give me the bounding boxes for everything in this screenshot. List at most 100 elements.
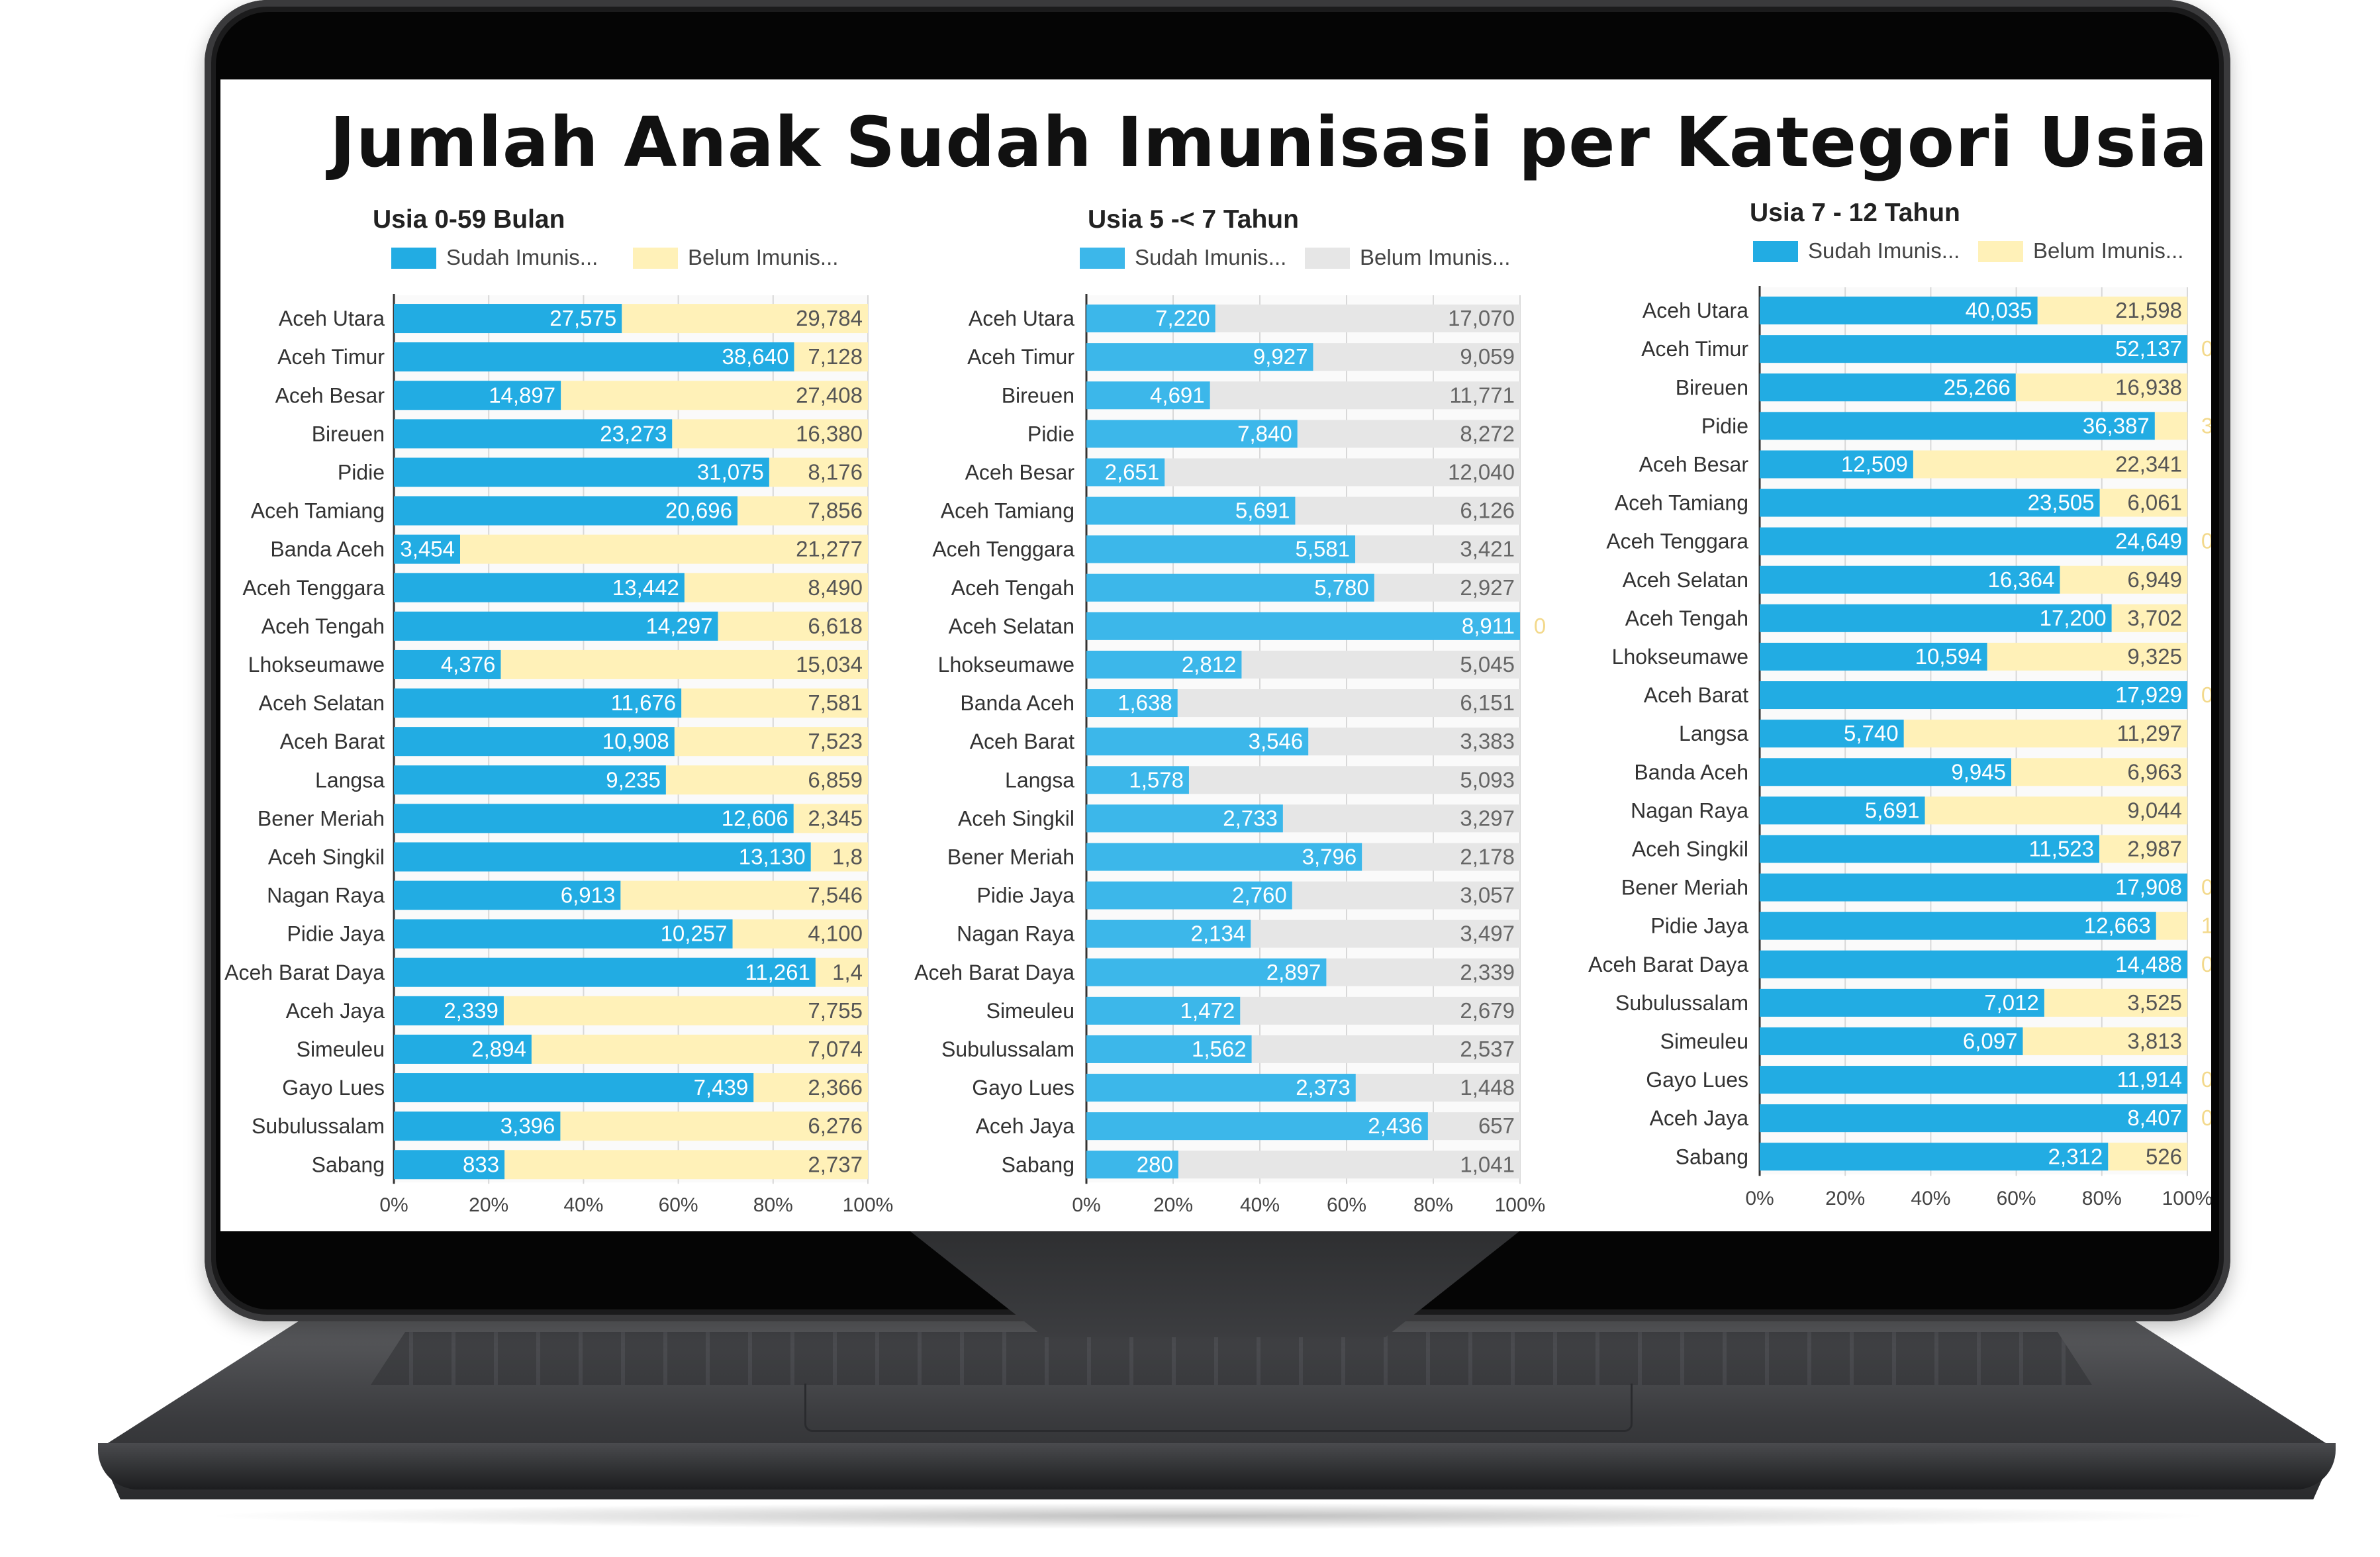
bar-belum bbox=[1308, 728, 1520, 756]
value-label-sudah: 2,760 bbox=[1232, 883, 1287, 908]
value-label-sudah: 12,663 bbox=[2084, 914, 2151, 938]
value-label-sudah: 7,012 bbox=[1984, 990, 2039, 1015]
chart-subtitle: Usia 0-59 Bulan bbox=[373, 205, 565, 234]
value-label-belum: 6,618 bbox=[808, 614, 863, 638]
value-label-sudah: 17,908 bbox=[2115, 875, 2182, 900]
category-label: Bener Meriah bbox=[258, 806, 385, 830]
value-label-sudah: 2,339 bbox=[444, 998, 499, 1023]
bar-sudah bbox=[1760, 335, 2187, 363]
value-label-belum: 7,856 bbox=[808, 498, 863, 523]
bar-belum bbox=[684, 573, 868, 602]
bar-belum bbox=[1362, 843, 1520, 871]
bar-belum bbox=[2099, 489, 2187, 517]
bar-belum bbox=[1295, 496, 1520, 525]
bar-belum bbox=[620, 880, 868, 910]
bar-sudah bbox=[394, 457, 769, 487]
laptop-keyboard bbox=[371, 1332, 2092, 1385]
value-label-belum: 1 bbox=[2201, 914, 2211, 938]
bar-sudah bbox=[1760, 1027, 2023, 1055]
bar-sudah bbox=[394, 381, 561, 410]
category-label: Aceh Singkil bbox=[1632, 837, 1748, 861]
x-tick-label: 80% bbox=[1413, 1194, 1453, 1216]
value-label-sudah: 2,134 bbox=[1191, 921, 1246, 946]
bar-sudah bbox=[1086, 766, 1189, 794]
value-label-belum: 3 bbox=[2201, 413, 2211, 438]
category-label: Aceh Timur bbox=[1641, 337, 1748, 361]
category-label: Aceh Tamiang bbox=[251, 499, 385, 523]
category-label: Aceh Selatan bbox=[949, 614, 1074, 638]
bar-sudah bbox=[1760, 1143, 2109, 1171]
value-label-belum: 16,380 bbox=[796, 421, 863, 446]
category-label: Simeuleu bbox=[297, 1037, 385, 1061]
bar-sudah bbox=[394, 1150, 505, 1180]
value-label-belum: 0 bbox=[2201, 529, 2211, 553]
bar-belum bbox=[1165, 458, 1520, 487]
value-label-belum: 1,4 bbox=[832, 960, 863, 984]
category-label: Aceh Tamiang bbox=[1615, 491, 1748, 515]
x-tick-label: 60% bbox=[1997, 1188, 2036, 1209]
bar-sudah bbox=[1760, 758, 2011, 786]
bar-belum bbox=[2099, 835, 2187, 863]
value-label-sudah: 5,581 bbox=[1295, 537, 1350, 561]
bar-belum bbox=[769, 457, 868, 487]
bar-belum bbox=[753, 1073, 868, 1103]
value-label-sudah: 4,691 bbox=[1150, 383, 1205, 407]
bar-sudah bbox=[394, 611, 718, 641]
x-tick-label: 0% bbox=[379, 1194, 408, 1216]
x-tick-label: 20% bbox=[1825, 1188, 1865, 1209]
x-tick-label: 20% bbox=[1153, 1194, 1193, 1216]
category-label: Bener Meriah bbox=[947, 845, 1074, 869]
stacked-bar-charts: 0% 20% 40% 60% 80% 100%Aceh Utara 27,575 29,784… bbox=[224, 286, 2211, 1216]
category-label: Banda Aceh bbox=[1634, 760, 1748, 784]
value-label-belum: 16,938 bbox=[2115, 375, 2182, 399]
category-label: Aceh Singkil bbox=[958, 806, 1074, 830]
chart-group-2: 0% 20% 40% 60% 80% 100% Aceh Utara 40,035 21,598… bbox=[1588, 286, 2211, 1209]
value-label-belum: 11,771 bbox=[1450, 383, 1515, 407]
bar-sudah bbox=[1760, 642, 1987, 671]
value-label-belum: 2,737 bbox=[808, 1152, 863, 1176]
value-label-belum: 1,041 bbox=[1460, 1152, 1515, 1176]
bar-sudah bbox=[394, 534, 460, 564]
bar-belum bbox=[1297, 420, 1520, 448]
category-label: Simeuleu bbox=[986, 999, 1074, 1023]
bar-belum bbox=[681, 688, 868, 718]
bar-sudah bbox=[1760, 489, 2100, 517]
bar-sudah bbox=[1086, 881, 1292, 910]
category-label: Aceh Tamiang bbox=[941, 499, 1074, 523]
x-tick-label: 40% bbox=[1240, 1194, 1280, 1216]
category-label: Sabang bbox=[1002, 1153, 1074, 1176]
bar-sudah bbox=[1760, 988, 2044, 1017]
value-label-belum: 7,128 bbox=[808, 344, 863, 369]
bar-belum bbox=[531, 1034, 868, 1064]
bar-sudah bbox=[394, 765, 666, 795]
bar-sudah bbox=[394, 919, 733, 949]
category-label: Pidie Jaya bbox=[287, 922, 385, 946]
value-label-belum: 29,784 bbox=[796, 306, 863, 330]
category-label: Subulussalam bbox=[1615, 991, 1748, 1015]
value-label-sudah: 52,137 bbox=[2115, 336, 2182, 361]
bar-sudah bbox=[1760, 297, 2038, 325]
value-label-belum: 6,151 bbox=[1460, 690, 1515, 715]
bar-belum bbox=[1903, 720, 2187, 748]
value-label-sudah: 9,235 bbox=[606, 767, 661, 792]
value-label-sudah: 8,407 bbox=[2127, 1106, 2182, 1130]
bar-sudah bbox=[394, 996, 504, 1025]
bar-belum bbox=[503, 996, 868, 1025]
category-label: Aceh Timur bbox=[277, 345, 385, 369]
category-label: Aceh Jaya bbox=[976, 1114, 1075, 1138]
value-label-sudah: 7,439 bbox=[694, 1075, 749, 1100]
value-label-sudah: 9,945 bbox=[1951, 759, 2006, 784]
category-label: Aceh Barat Daya bbox=[1588, 953, 1748, 976]
value-label-sudah: 11,523 bbox=[2029, 836, 2094, 861]
category-label: Aceh Tenggara bbox=[932, 538, 1074, 561]
bar-sudah bbox=[1760, 373, 2016, 402]
value-label-belum: 5,045 bbox=[1460, 652, 1515, 677]
value-label-belum: 7,755 bbox=[808, 998, 863, 1023]
dashboard-screen: Jumlah Anak Sudah Imunisasi per Kategori… bbox=[220, 79, 2211, 1231]
value-label-belum: 7,074 bbox=[808, 1037, 863, 1061]
bar-belum bbox=[1210, 381, 1520, 410]
value-label-sudah: 40,035 bbox=[1966, 298, 2032, 322]
legend-label-sudah: Sudah Imunis... bbox=[1808, 238, 1960, 263]
value-label-sudah: 2,733 bbox=[1223, 806, 1278, 830]
x-tick-label: 60% bbox=[659, 1194, 698, 1216]
